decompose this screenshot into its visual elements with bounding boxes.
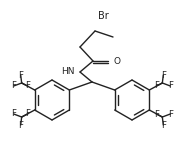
- Text: Br: Br: [98, 11, 109, 21]
- Text: F: F: [161, 121, 166, 129]
- Text: HN: HN: [61, 66, 75, 75]
- Text: O: O: [113, 56, 120, 65]
- Text: F: F: [11, 81, 16, 91]
- Text: F: F: [25, 81, 30, 91]
- Text: F: F: [11, 110, 16, 119]
- Text: F: F: [168, 110, 173, 119]
- Text: F: F: [168, 81, 173, 91]
- Text: F: F: [154, 110, 159, 119]
- Text: F: F: [18, 121, 23, 129]
- Text: F: F: [25, 110, 30, 119]
- Text: F: F: [18, 70, 23, 79]
- Text: F: F: [161, 70, 166, 79]
- Text: F: F: [154, 81, 159, 91]
